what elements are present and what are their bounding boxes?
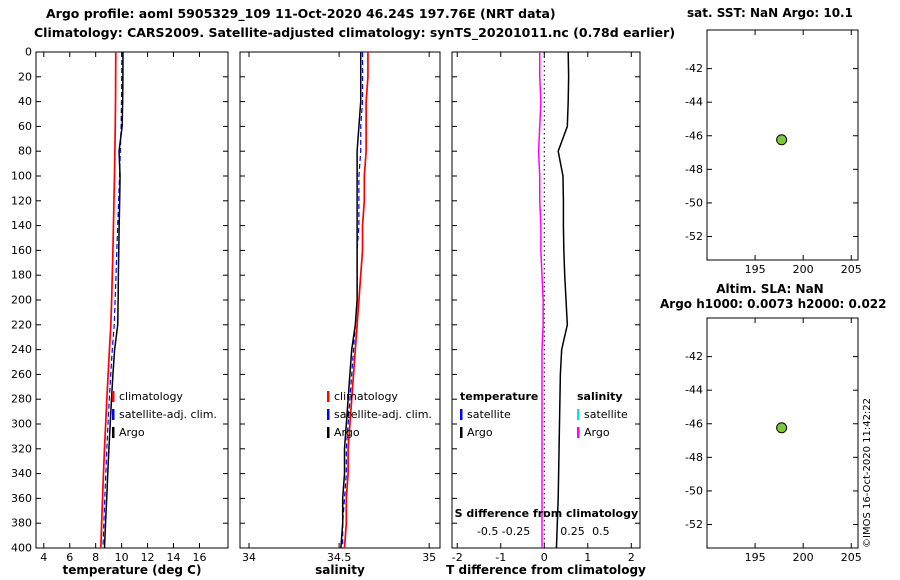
svg-text:6: 6 (66, 551, 73, 564)
svg-text:climatology: climatology (334, 390, 398, 403)
svg-text:16: 16 (192, 551, 206, 564)
svg-text:200: 200 (793, 551, 814, 564)
svg-text:satellite-adj. clim.: satellite-adj. clim. (119, 408, 217, 421)
svg-text:320: 320 (11, 442, 32, 455)
svg-text:-48: -48 (685, 451, 703, 464)
svg-text:-52: -52 (685, 518, 703, 531)
temperature-axis-label: temperature (deg C) (62, 563, 202, 577)
svg-text:-1: -1 (495, 551, 506, 564)
svg-text:60: 60 (18, 120, 32, 133)
svg-text:20: 20 (18, 70, 32, 83)
svg-text:4: 4 (40, 551, 47, 564)
t-difference-axis-label: T difference from climatology (446, 563, 646, 577)
svg-text:380: 380 (11, 517, 32, 530)
svg-text:120: 120 (11, 194, 32, 207)
svg-text:0.25: 0.25 (560, 525, 585, 538)
svg-text:360: 360 (11, 492, 32, 505)
svg-text:-0.5: -0.5 (477, 525, 498, 538)
svg-text:salinity: salinity (577, 390, 623, 403)
sst-location-map-panel: 195 200 205 -42 -44 -46 -48 -50 -52 (685, 29, 862, 276)
difference-profile-panel: -2 -1 0 1 2 S difference from climatology -0.5… (451, 51, 641, 564)
svg-text:satellite: satellite (584, 408, 628, 421)
svg-text:S difference from climatology: S difference from climatology (455, 507, 639, 520)
svg-text:-2: -2 (452, 551, 463, 564)
svg-text:Argo: Argo (584, 426, 610, 439)
svg-text:0: 0 (541, 551, 548, 564)
svg-text:400: 400 (11, 542, 32, 555)
svg-text:-42: -42 (685, 62, 703, 75)
svg-text:-52: -52 (685, 230, 703, 243)
svg-text:200: 200 (11, 294, 32, 307)
svg-text:-50: -50 (685, 484, 703, 497)
svg-text:40: 40 (18, 95, 32, 108)
sla-map-subtitle: Argo h1000: 0.0073 h2000: 0.022 (660, 297, 887, 311)
salinity-profile-panel: 34 34.5 35 climatology satellite-adj. clim. A… (239, 51, 441, 564)
svg-text:-42: -42 (685, 350, 703, 363)
svg-text:1: 1 (584, 551, 591, 564)
svg-text:-50: -50 (685, 196, 703, 209)
svg-text:300: 300 (11, 418, 32, 431)
svg-text:-44: -44 (685, 96, 703, 109)
temperature-profile-panel: 4 6 8 10 12 14 1602040608010012014016018020022… (11, 46, 229, 564)
svg-text:34.5: 34.5 (327, 551, 352, 564)
svg-text:-46: -46 (685, 129, 703, 142)
svg-text:195: 195 (745, 551, 766, 564)
svg-text:340: 340 (11, 467, 32, 480)
figure-title-line1: Argo profile: aoml 5905329_109 11-Oct-20… (46, 6, 556, 21)
svg-text:Argo: Argo (119, 426, 145, 439)
svg-text:34: 34 (242, 551, 256, 564)
svg-text:temperature: temperature (460, 390, 538, 403)
imos-copyright-watermark: ©IMOS 16-Oct-2020 11:42:22 (862, 397, 873, 548)
svg-text:180: 180 (11, 269, 32, 282)
svg-text:100: 100 (11, 170, 32, 183)
svg-text:-0.25: -0.25 (502, 525, 530, 538)
svg-text:260: 260 (11, 368, 32, 381)
salinity-axis-label: salinity (315, 563, 365, 577)
svg-text:0: 0 (25, 46, 32, 59)
svg-text:220: 220 (11, 318, 32, 331)
sla-map-title: Altim. SLA: NaN (716, 282, 824, 296)
figure-title-line2: Climatology: CARS2009. Satellite-adjuste… (34, 25, 676, 40)
svg-text:-46: -46 (685, 417, 703, 430)
svg-text:10: 10 (115, 551, 129, 564)
svg-text:200: 200 (793, 263, 814, 276)
svg-text:205: 205 (841, 551, 862, 564)
svg-text:140: 140 (11, 219, 32, 232)
sst-map-title: sat. SST: NaN Argo: 10.1 (687, 6, 853, 20)
svg-text:-44: -44 (685, 384, 703, 397)
svg-text:14: 14 (167, 551, 181, 564)
svg-text:-48: -48 (685, 163, 703, 176)
svg-text:80: 80 (18, 145, 32, 158)
svg-text:205: 205 (841, 263, 862, 276)
svg-text:climatology: climatology (119, 390, 183, 403)
svg-text:240: 240 (11, 343, 32, 356)
svg-text:35: 35 (422, 551, 436, 564)
svg-text:satellite: satellite (467, 408, 511, 421)
svg-text:satellite-adj. clim.: satellite-adj. clim. (334, 408, 432, 421)
svg-text:Argo: Argo (467, 426, 493, 439)
svg-text:12: 12 (141, 551, 155, 564)
sla-location-map-panel: 195 200 205 -42 -44 -46 -48 -50 -52 (685, 317, 862, 564)
svg-text:0.5: 0.5 (592, 525, 610, 538)
svg-text:195: 195 (745, 263, 766, 276)
svg-text:160: 160 (11, 244, 32, 257)
svg-text:8: 8 (92, 551, 99, 564)
svg-text:2: 2 (628, 551, 635, 564)
svg-text:280: 280 (11, 393, 32, 406)
svg-text:Argo: Argo (334, 426, 360, 439)
